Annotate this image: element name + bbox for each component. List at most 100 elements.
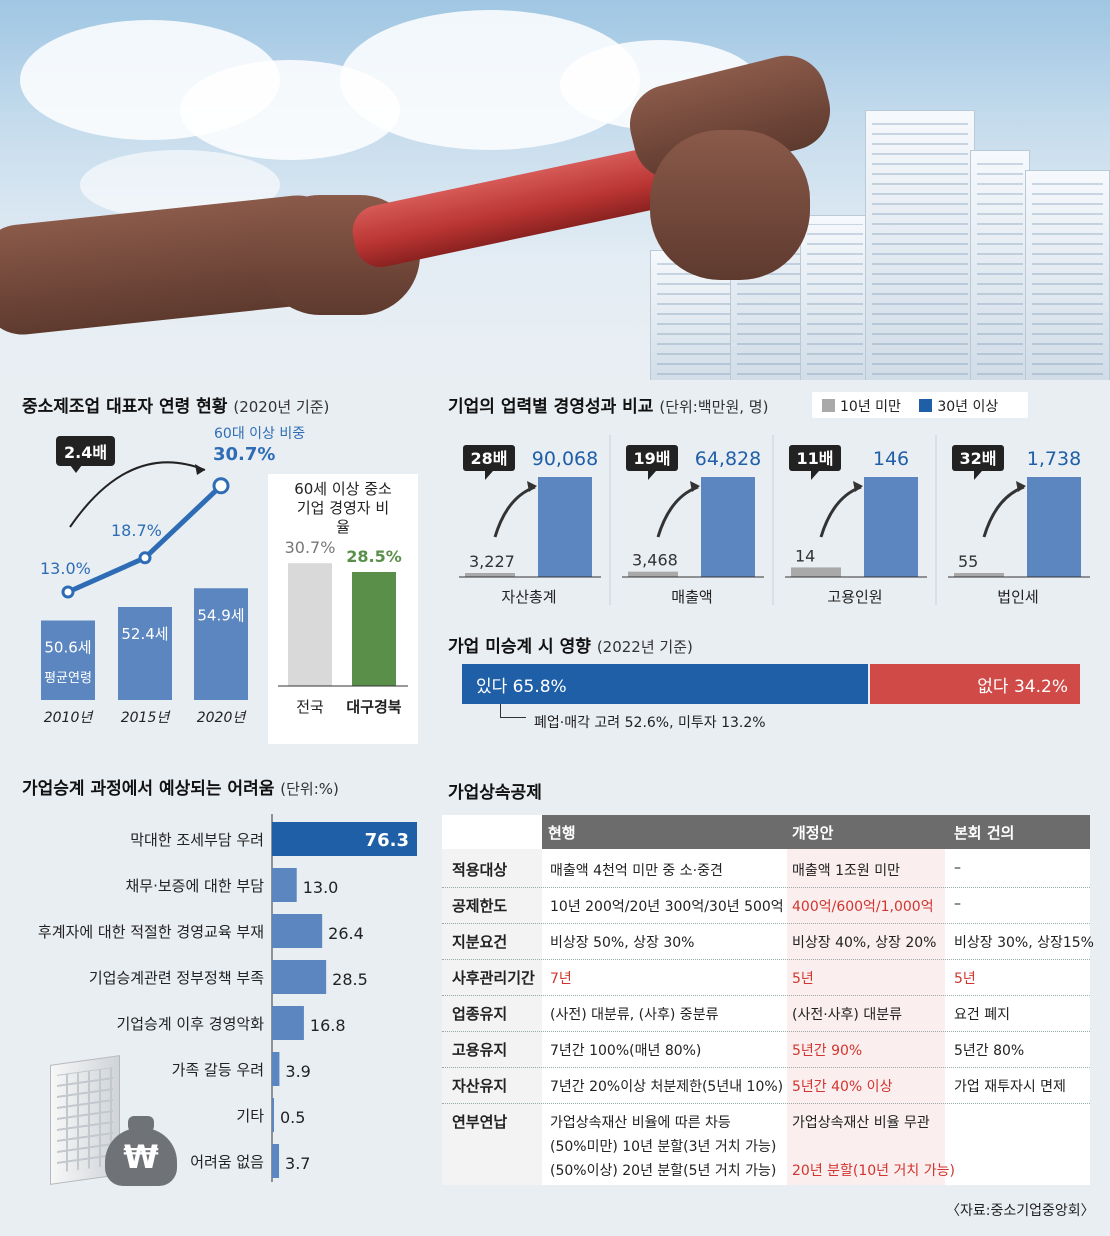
impact-note: (2022년 기준) xyxy=(596,638,693,656)
tax-current: 가업상속재산 비율에 따른 차등 xyxy=(550,1115,731,1131)
tax-header-proposal: 본회 건의 xyxy=(954,824,1015,842)
age-chart-title-note: (2020년 기준) xyxy=(233,398,330,416)
perf-ratio-pointer xyxy=(485,471,493,480)
diff-category: 기업승계 이후 경영악화 xyxy=(116,1015,264,1033)
tax-revised: 비상장 40%, 상장 20% xyxy=(792,935,937,951)
perf-arrow xyxy=(656,485,699,538)
share-label: 13.0% xyxy=(40,559,91,578)
diff-bar xyxy=(272,868,297,902)
compare-value: 28.5% xyxy=(346,547,402,566)
tax-row-divider xyxy=(442,923,1090,924)
tax-revised-line2: 20년 분할(10년 거치 가능) xyxy=(792,1163,955,1179)
perf-category: 법인세 xyxy=(997,588,1038,606)
tax-row-divider xyxy=(442,1067,1090,1068)
tax-row-label: 자산유지 xyxy=(452,1077,508,1095)
tax-current: 7년 xyxy=(550,971,572,987)
diff-category: 막대한 조세부담 우려 xyxy=(130,831,264,849)
age-bar-label: 54.9세 xyxy=(197,606,244,624)
perf-unit: (단위:백만원, 명) xyxy=(659,398,769,416)
perf-bar-under10 xyxy=(465,573,515,577)
tax-row-label: 연부연납 xyxy=(452,1113,508,1131)
tax-row-divider xyxy=(442,995,1090,996)
diff-category: 후계자에 대한 적절한 경영교육 부재 xyxy=(38,923,264,941)
perf-bar-over30 xyxy=(864,477,918,577)
perf-title-text: 기업의 업력별 경영성과 비교 xyxy=(448,397,654,417)
tax-proposal: 5년 xyxy=(954,971,976,987)
tax-row-label: 업종유지 xyxy=(452,1005,508,1023)
impact-yes-bar: 있다 65.8% xyxy=(462,664,868,704)
age-bar-label: 50.6세 xyxy=(44,639,91,657)
impact-leader-line xyxy=(500,704,526,718)
perf-bar-over30 xyxy=(1027,477,1081,577)
perf-value-over30: 64,828 xyxy=(695,448,761,470)
tax-current-line2: (50%미만) 10년 분할(3년 거치 가능) xyxy=(550,1139,777,1155)
age-line-svg: 50.6세 2010년 52.4세 2015년 54.9세 2020년 평균연령 13.0% 1… xyxy=(40,444,275,726)
perf-category: 자산총계 xyxy=(501,588,556,606)
tax-row-divider xyxy=(442,887,1090,888)
tax-current: 10년 200억/20년 300억/30년 500억 xyxy=(550,899,784,915)
diff-bar xyxy=(272,1052,280,1086)
perf-bar-over30 xyxy=(701,477,755,577)
growth-arrow xyxy=(69,461,206,528)
share-point xyxy=(138,551,152,565)
share-point xyxy=(212,477,230,495)
tax-row-label: 공제한도 xyxy=(452,897,508,915)
tax-proposal: 5년간 80% xyxy=(954,1043,1025,1059)
diff-category: 채무·보증에 대한 부담 xyxy=(125,877,264,895)
compare-bar xyxy=(352,572,396,686)
tax-revised-col xyxy=(787,849,945,1185)
share-label: 30.7% xyxy=(213,444,275,465)
perf-value-under10: 55 xyxy=(958,552,978,571)
age-chart-title-text: 중소제조업 대표자 연령 현황 xyxy=(22,397,228,417)
compare-x-label: 대구경북 xyxy=(346,698,401,716)
diff-category: 가족 갈등 우려 xyxy=(172,1061,264,1079)
tax-proposal: – xyxy=(954,896,961,912)
legend-over30: 30년 이상 xyxy=(937,399,999,415)
tax-row-label: 적용대상 xyxy=(452,861,508,879)
hero-illustration xyxy=(0,0,1110,380)
tax-proposal: – xyxy=(954,860,961,876)
perf-ratio-box xyxy=(952,445,1004,471)
tax-table: 현행 개정안 본회 건의 적용대상 매출액 4천억 미만 중 소·중견 매출액 1조… xyxy=(442,815,1094,1185)
share-point xyxy=(61,585,75,599)
perf-ratio-box xyxy=(463,445,515,471)
perf-value-under10: 14 xyxy=(795,546,815,565)
growth-arrowhead xyxy=(195,464,205,475)
tax-current: 7년간 20%이상 처분제한(5년내 10%) xyxy=(550,1079,784,1095)
diff-bar xyxy=(272,822,417,856)
perf-ratio: 32배 xyxy=(960,449,997,468)
diff-value: 0.5 xyxy=(280,1108,305,1127)
tax-proposal: 가업 재투자시 면제 xyxy=(954,1079,1066,1095)
avg-age-label: 평균연령 xyxy=(44,671,92,686)
tax-label-col xyxy=(442,849,542,1185)
perf-value-under10: 3,468 xyxy=(632,551,678,570)
impact-no-label: 없다 34.2% xyxy=(977,677,1068,697)
compare-svg: 30.7% 전국 28.5% 대구경북 xyxy=(278,538,408,716)
impact-detail: 폐업·매각 고려 52.6%, 미투자 13.2% xyxy=(534,715,766,731)
diff-bar xyxy=(272,1098,274,1132)
tax-row-label: 사후관리기간 xyxy=(452,969,535,987)
top-note: 60대 이상 비중 xyxy=(214,426,306,442)
age-x-label: 2010년 xyxy=(44,710,94,726)
diff-value: 76.3 xyxy=(365,830,409,851)
perf-value-over30: 90,068 xyxy=(532,448,598,470)
share-label: 18.7% xyxy=(111,521,162,540)
perf-title: 기업의 업력별 경영성과 비교 (단위:백만원, 명) xyxy=(448,392,768,417)
tax-current-line3: (50%이상) 20년 분할(5년 거치 가능) xyxy=(550,1163,777,1179)
age-x-label: 2020년 xyxy=(197,710,247,726)
compare-value: 30.7% xyxy=(285,538,336,557)
perf-legend: 10년 미만 30년 이상 xyxy=(812,392,1028,418)
tax-revised: 매출액 1조원 미만 xyxy=(792,863,900,879)
tax-revised: 5년 xyxy=(792,971,814,987)
impact-yes-label: 있다 65.8% xyxy=(476,677,567,697)
tax-row-label: 지분요건 xyxy=(452,933,508,951)
source-note: 〈자료:중소기업중앙회〉 xyxy=(946,1203,1095,1219)
perf-arrowhead xyxy=(527,481,537,492)
perf-bar-under10 xyxy=(791,567,841,577)
age-bar xyxy=(118,607,172,700)
perf-ratio-pointer xyxy=(811,471,819,480)
diff-value: 16.8 xyxy=(310,1016,346,1035)
diff-value: 26.4 xyxy=(328,924,364,943)
tax-revised: 400억/600억/1,000억 xyxy=(792,899,934,915)
